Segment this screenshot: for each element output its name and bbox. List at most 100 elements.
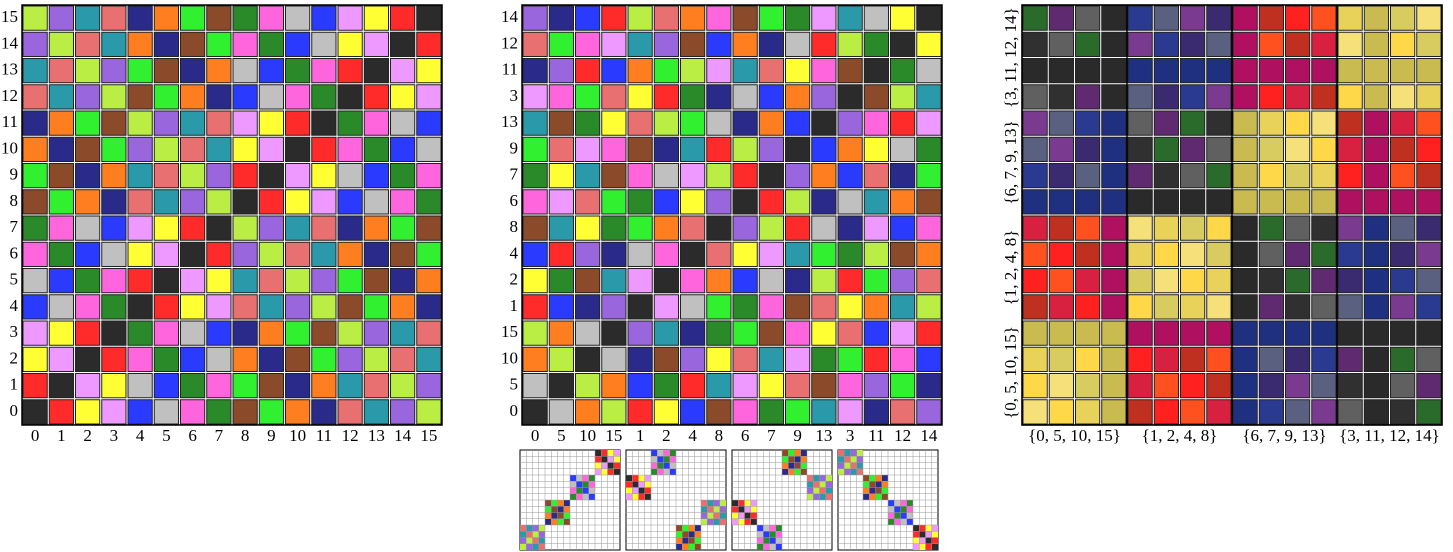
cell [127,399,153,425]
cell [153,5,179,31]
cell [1285,110,1311,136]
cell [311,136,337,162]
cell [1101,215,1127,241]
cell [1232,136,1258,162]
thumb-cell [551,518,558,525]
cell [548,110,574,136]
cell [732,241,758,267]
cell [548,136,574,162]
thumb-cell [863,481,870,488]
cell [206,346,232,372]
cell [653,5,679,31]
cell [48,215,74,241]
cell [337,294,363,320]
cell [1285,189,1311,215]
cell [101,294,127,320]
row-label: 7 [10,217,19,236]
cell [680,294,706,320]
cell [627,31,653,57]
cell [48,31,74,57]
thumb-cell [875,481,882,488]
thumb-cell [775,543,782,550]
cell [180,189,206,215]
row-label: 10 [501,348,518,367]
thumb-cell [813,493,820,500]
cell [653,58,679,84]
thumb-cell [819,487,826,494]
col-label: {3, 11, 12, 14} [1339,426,1440,445]
thumb-cell [613,468,620,475]
cell [1180,346,1206,372]
thumb-cell [888,518,895,525]
cell [1022,215,1048,241]
thumb-cell [557,506,564,513]
cell [1127,5,1153,31]
cell [101,136,127,162]
thumb-cell [520,525,527,532]
cell [48,136,74,162]
cell [522,163,548,189]
cell [890,110,916,136]
row-label: 8 [10,191,19,210]
cell [48,320,74,346]
cell [390,399,416,425]
cell [706,84,732,110]
thumb-cell [788,450,795,457]
thumb-cell [757,531,764,538]
cell [1285,215,1311,241]
cell [1206,215,1232,241]
cell [153,399,179,425]
cell [1337,58,1363,84]
thumb-cell [663,450,670,457]
thumb-cell [576,493,583,500]
cell [390,110,416,136]
cell [1285,373,1311,399]
cell [1101,31,1127,57]
cell [575,163,601,189]
cell [680,136,706,162]
thumb-cell [788,462,795,469]
cell [601,31,627,57]
thumb-cell [769,537,776,544]
cell [1127,268,1153,294]
thumb-cell [750,500,757,507]
cell [1416,373,1442,399]
cell [1048,294,1074,320]
thumb-cell [900,518,907,525]
cell [1232,294,1258,320]
cell [1022,84,1048,110]
cell [1232,399,1258,425]
cell [127,215,153,241]
cell [1363,268,1389,294]
thumb-cell [595,462,602,469]
thumb-cell [863,493,870,500]
cell [258,110,284,136]
cell [1180,189,1206,215]
row-label: 14 [501,7,519,26]
cell [258,373,284,399]
cell [1285,241,1311,267]
cell [863,5,889,31]
cell [653,268,679,294]
cell [548,241,574,267]
cell [258,294,284,320]
thumb-cell [881,487,888,494]
cell [811,5,837,31]
cell [285,373,311,399]
thumb-cell [545,512,552,519]
cell [837,399,863,425]
cell [1390,268,1416,294]
cell [153,373,179,399]
row-label: 12 [1,86,18,105]
cell [916,31,942,57]
cell [1416,110,1442,136]
cell [363,84,389,110]
thumb-cell [632,481,639,488]
thumb-cell [551,506,558,513]
thumb-cell [632,475,639,482]
thumb-cell [588,493,595,500]
cell [1101,163,1127,189]
cell [1285,163,1311,189]
thumb-cell [532,531,539,538]
